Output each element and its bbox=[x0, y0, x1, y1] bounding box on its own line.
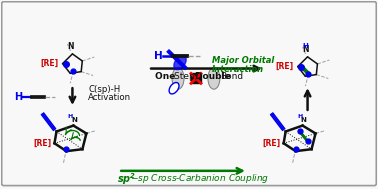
Text: H: H bbox=[68, 114, 73, 119]
Text: Major Orbital: Major Orbital bbox=[212, 56, 274, 65]
Text: N: N bbox=[302, 45, 309, 54]
Text: $\bfit{sp}^{\bfit{2}}$: $\bfit{sp}^{\bfit{2}}$ bbox=[117, 171, 136, 187]
Text: H: H bbox=[303, 43, 308, 49]
Text: [RE]: [RE] bbox=[40, 59, 59, 68]
Text: Interaction: Interaction bbox=[212, 65, 264, 74]
Text: H: H bbox=[14, 92, 23, 102]
Text: $\it{-sp\ Cross\text{-}Carbanion\ Coupling}$: $\it{-sp\ Cross\text{-}Carbanion\ Coupli… bbox=[130, 172, 270, 185]
Text: [RE]: [RE] bbox=[263, 139, 280, 148]
Text: H: H bbox=[154, 51, 163, 61]
Text: One: One bbox=[155, 72, 179, 81]
Text: Step,: Step, bbox=[174, 72, 200, 81]
Text: Bond: Bond bbox=[220, 72, 243, 81]
Text: Activation: Activation bbox=[88, 93, 132, 101]
Text: Double: Double bbox=[195, 72, 234, 81]
Text: [RE]: [RE] bbox=[276, 62, 294, 71]
Bar bbox=[191, 74, 201, 83]
FancyBboxPatch shape bbox=[2, 2, 376, 186]
Ellipse shape bbox=[208, 68, 220, 89]
Text: N: N bbox=[71, 117, 77, 123]
Ellipse shape bbox=[172, 68, 184, 89]
Text: N: N bbox=[301, 117, 307, 123]
Ellipse shape bbox=[169, 83, 179, 94]
Text: H: H bbox=[297, 114, 302, 119]
Text: N: N bbox=[67, 42, 74, 51]
Text: C(sp)-H: C(sp)-H bbox=[88, 85, 121, 94]
Ellipse shape bbox=[174, 56, 186, 70]
Text: [RE]: [RE] bbox=[33, 139, 51, 148]
